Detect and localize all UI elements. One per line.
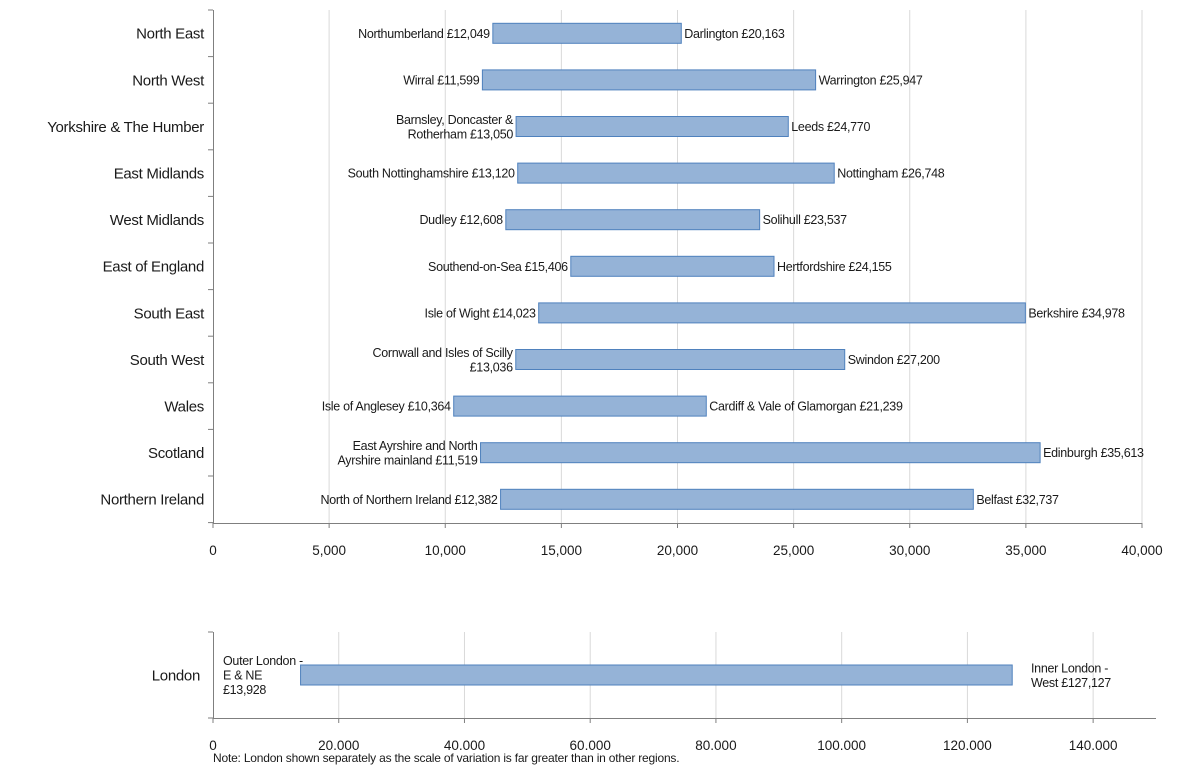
low-data-label: Rotherham £13,050 bbox=[408, 127, 514, 141]
low-data-label: Isle of Anglesey £10,364 bbox=[322, 400, 451, 414]
category-label: South East bbox=[134, 305, 206, 322]
high-data-label: Edinburgh £35,613 bbox=[1043, 446, 1144, 460]
x-tick-label: 140,000 bbox=[1069, 738, 1118, 750]
high-data-label: Nottingham £26,748 bbox=[837, 167, 945, 181]
range-bar bbox=[481, 69, 817, 91]
range-bar bbox=[300, 664, 1013, 686]
category-label: East of England bbox=[103, 259, 204, 276]
range-bar bbox=[538, 302, 1026, 324]
low-data-label: £13,036 bbox=[470, 360, 513, 374]
low-data-label: £13,928 bbox=[223, 683, 266, 697]
category-label: South West bbox=[130, 352, 205, 369]
range-bar bbox=[515, 349, 846, 370]
x-tick-label: 100,000 bbox=[817, 738, 866, 750]
high-data-label: Hertfordshire £24,155 bbox=[777, 260, 892, 274]
range-bar bbox=[453, 395, 707, 417]
x-tick-label: 60,000 bbox=[570, 738, 611, 750]
high-data-label: Cardiff & Vale of Glamorgan £21,239 bbox=[709, 400, 903, 414]
x-tick-label: 20,000 bbox=[318, 738, 359, 750]
low-data-label: Barnsley, Doncaster & bbox=[396, 113, 514, 127]
low-data-label: Wirral £11,599 bbox=[403, 73, 480, 87]
x-tick-label: 5,000 bbox=[312, 543, 346, 558]
x-tick-label: 40,000 bbox=[1121, 543, 1162, 558]
x-tick-label: 15,000 bbox=[541, 543, 582, 558]
x-tick-label: 80,000 bbox=[695, 738, 736, 750]
range-bar bbox=[500, 488, 974, 510]
high-data-label: Inner London - bbox=[1031, 661, 1108, 675]
low-data-label: E & NE bbox=[223, 669, 262, 683]
category-label: Scotland bbox=[148, 445, 204, 462]
x-tick-label: 120,000 bbox=[943, 738, 992, 750]
low-data-label: Outer London - bbox=[223, 654, 303, 668]
high-data-label: Warrington £25,947 bbox=[819, 73, 923, 87]
x-tick-label: 10,000 bbox=[425, 543, 466, 558]
x-tick-label: 40,000 bbox=[444, 738, 485, 750]
range-bar bbox=[480, 442, 1041, 464]
low-data-label: Dudley £12,608 bbox=[419, 213, 503, 227]
low-data-label: Ayrshire mainland £11,519 bbox=[337, 453, 477, 467]
category-label: Northern Ireland bbox=[100, 492, 204, 509]
low-data-label: East Ayrshire and North bbox=[353, 439, 478, 453]
high-data-label: Swindon £27,200 bbox=[848, 353, 940, 367]
category-label: East Midlands bbox=[114, 166, 204, 183]
low-data-label: Northumberland £12,049 bbox=[358, 27, 490, 41]
x-tick-label: 35,000 bbox=[1005, 543, 1046, 558]
category-label: North East bbox=[136, 26, 205, 43]
london-chart: 0 20,000 40,000 60,000 80,000 100,000 120,000 1… bbox=[152, 631, 1156, 753]
range-bar bbox=[517, 162, 835, 184]
high-data-label: Belfast £32,737 bbox=[976, 493, 1059, 507]
category-label: West Midlands bbox=[110, 212, 204, 229]
category-label: London bbox=[152, 667, 200, 684]
range-bar bbox=[570, 255, 775, 277]
x-tick-label: 20,000 bbox=[657, 543, 698, 558]
high-data-label: Berkshire £34,978 bbox=[1028, 306, 1125, 320]
chart-footnote: Note: London shown separately as the sca… bbox=[213, 751, 680, 765]
x-tick-label: 30,000 bbox=[889, 543, 930, 558]
high-data-label: Leeds £24,770 bbox=[791, 120, 870, 134]
category-label: Wales bbox=[164, 399, 204, 416]
x-tick-label: 0 bbox=[209, 543, 217, 558]
category-label: Yorkshire & The Humber bbox=[47, 119, 204, 136]
high-data-label: Solihull £23,537 bbox=[763, 213, 848, 227]
low-data-label: Southend-on-Sea £15,406 bbox=[428, 260, 568, 274]
low-data-label: Cornwall and Isles of Scilly bbox=[372, 346, 513, 360]
low-data-label: North of Northern Ireland £12,382 bbox=[321, 493, 498, 507]
low-data-label: South Nottinghamshire £13,120 bbox=[348, 167, 515, 181]
high-data-label: Darlington £20,163 bbox=[684, 27, 785, 41]
x-tick-label: 25,000 bbox=[773, 543, 814, 558]
chart-canvas: 0 5,000 10,000 15,000 20,000 25,000 30,000 35,0… bbox=[47, 9, 1163, 753]
high-data-label: West £127,127 bbox=[1031, 676, 1111, 690]
x-tick-label: 0 bbox=[209, 738, 217, 750]
range-bar bbox=[505, 209, 761, 231]
low-data-label: Isle of Wight £14,023 bbox=[425, 306, 536, 320]
range-bar bbox=[492, 22, 682, 44]
range-bar bbox=[515, 116, 789, 137]
category-label: North West bbox=[132, 72, 205, 89]
regions-chart: 0 5,000 10,000 15,000 20,000 25,000 30,000 35,0… bbox=[47, 9, 1163, 558]
